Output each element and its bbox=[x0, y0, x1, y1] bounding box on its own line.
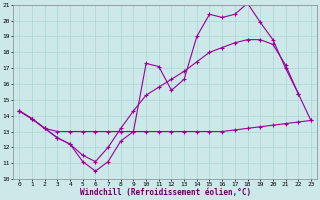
X-axis label: Windchill (Refroidissement éolien,°C): Windchill (Refroidissement éolien,°C) bbox=[80, 188, 251, 197]
